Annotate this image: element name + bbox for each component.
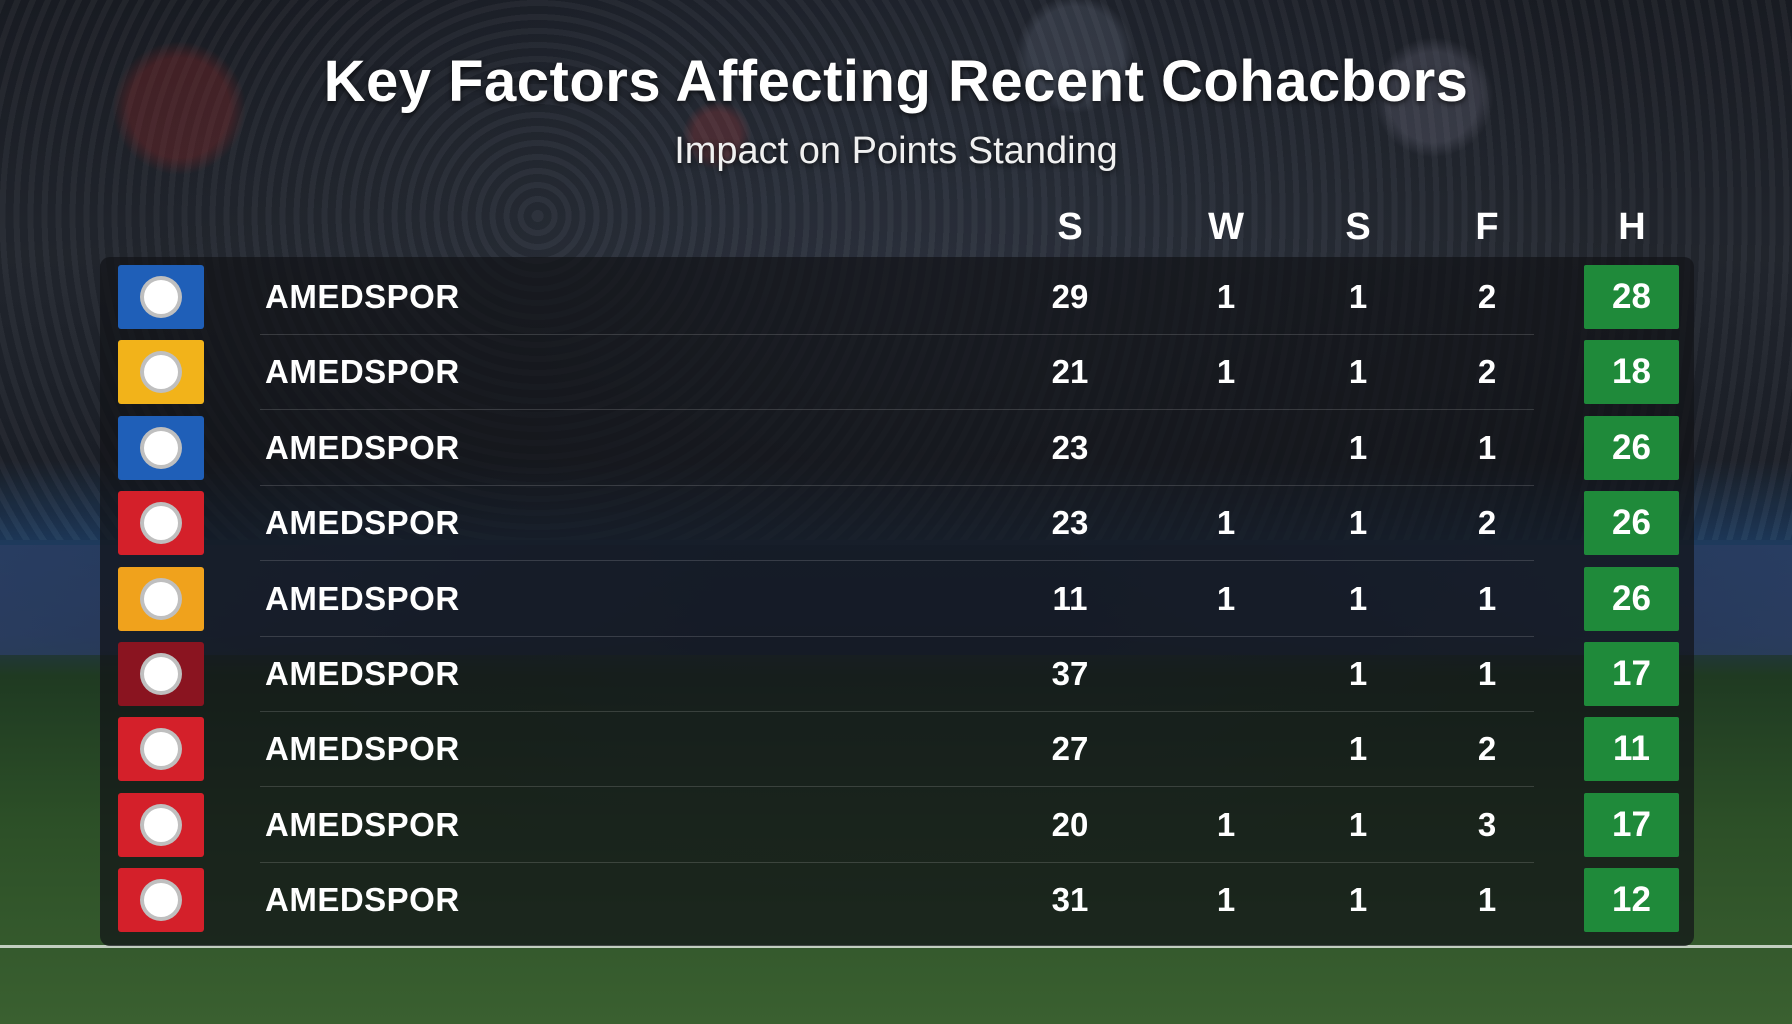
stat-value: 1: [1216, 579, 1236, 617]
table-row: AMEDSPOR 37 1 1 17: [100, 637, 1694, 712]
row-separator: [260, 711, 1534, 712]
stat-value: 27: [1051, 730, 1089, 768]
stat-value: 2: [1477, 278, 1497, 315]
stat-value: 2: [1477, 353, 1497, 391]
stat-value: 1: [1348, 278, 1368, 315]
stat-value: 1: [1348, 655, 1368, 692]
team-logo: [118, 717, 204, 782]
table-row: AMEDSPOR 31 1 1 1 12: [100, 863, 1694, 938]
stat-value: 1: [1477, 655, 1497, 692]
table-row: AMEDSPOR 21 1 1 2 18: [100, 335, 1694, 411]
stat-value: 11: [1052, 579, 1088, 617]
table-row: AMEDSPOR 23 1 1 2 26: [100, 486, 1694, 562]
stat-value: 1: [1216, 504, 1236, 542]
h-value: 17: [1584, 642, 1679, 706]
team-name: AMEDSPOR: [265, 655, 460, 692]
row-separator: [260, 334, 1534, 335]
team-name: AMEDSPOR: [265, 579, 460, 617]
team-logo: [118, 868, 204, 933]
row-separator: [260, 560, 1534, 562]
stat-value: 1: [1477, 428, 1497, 466]
stat-value: 1: [1348, 805, 1368, 843]
logo-emblem: [140, 502, 182, 545]
pitch-line: [0, 945, 1792, 948]
h-value: 18: [1584, 340, 1679, 405]
standings-panel: [100, 257, 1694, 946]
logo-emblem: [140, 577, 182, 620]
logo-emblem: [140, 879, 182, 922]
table-row: AMEDSPOR 11 1 1 1 26: [100, 562, 1694, 637]
h-value: 28: [1584, 265, 1679, 329]
logo-emblem: [140, 653, 182, 695]
stat-value: 2: [1477, 504, 1497, 542]
table-row: AMEDSPOR 29 1 1 2 28: [100, 260, 1694, 335]
logo-emblem: [140, 728, 182, 771]
stat-value: 29: [1051, 278, 1089, 315]
stat-value: 1: [1348, 881, 1368, 919]
team-logo: [118, 792, 204, 857]
stat-value: 23: [1051, 428, 1089, 466]
table-row: AMEDSPOR 20 1 1 3 17: [100, 788, 1694, 863]
team-name: AMEDSPOR: [265, 428, 460, 466]
stat-value: 31: [1051, 881, 1089, 919]
stat-value: 20: [1051, 805, 1089, 843]
row-separator: [260, 484, 1534, 486]
h-value: 26: [1584, 566, 1679, 631]
team-name: AMEDSPOR: [265, 278, 460, 315]
logo-emblem: [140, 426, 182, 469]
team-logo: [118, 265, 204, 329]
row-separator: [260, 409, 1534, 411]
stat-value: 1: [1216, 278, 1236, 315]
team-name: AMEDSPOR: [265, 504, 460, 542]
team-name: AMEDSPOR: [265, 730, 460, 768]
logo-emblem: [140, 803, 182, 846]
row-separator: [260, 635, 1534, 637]
stat-value: 37: [1051, 655, 1089, 692]
subtitle: Impact on Points Standing: [674, 130, 1118, 172]
column-header: S: [1345, 206, 1371, 248]
team-logo: [118, 340, 204, 405]
team-name: AMEDSPOR: [265, 805, 460, 843]
stat-value: 1: [1348, 579, 1368, 617]
stat-value: 1: [1477, 881, 1497, 919]
stat-value: 2: [1477, 730, 1497, 768]
stat-value: 1: [1477, 579, 1497, 617]
stat-value: 1: [1348, 353, 1368, 391]
column-header: W: [1208, 206, 1244, 248]
table-row: AMEDSPOR 23 1 1 26: [100, 411, 1694, 486]
row-separator: [260, 861, 1534, 863]
logo-emblem: [140, 351, 182, 394]
stat-value: 21: [1051, 353, 1089, 391]
row-separator: [260, 786, 1534, 788]
column-header: F: [1475, 206, 1499, 248]
title: Key Factors Affecting Recent Cohacbors: [323, 49, 1469, 114]
stat-value: 1: [1348, 504, 1368, 542]
stat-value: 1: [1348, 428, 1368, 466]
h-value: 12: [1584, 868, 1679, 933]
team-name: AMEDSPOR: [265, 881, 460, 919]
column-header: S: [1057, 206, 1083, 248]
team-logo: [118, 566, 204, 631]
stat-value: 1: [1216, 881, 1236, 919]
h-value: 17: [1584, 792, 1679, 857]
table-row: AMEDSPOR 27 1 2 11: [100, 712, 1694, 788]
h-value: 11: [1584, 717, 1679, 782]
h-value: 26: [1584, 415, 1679, 480]
stat-value: 1: [1348, 730, 1368, 768]
stat-value: 3: [1477, 805, 1497, 843]
h-value: 26: [1584, 491, 1679, 556]
team-logo: [118, 642, 204, 706]
team-logo: [118, 491, 204, 556]
team-logo: [118, 415, 204, 480]
stat-value: 1: [1216, 353, 1236, 391]
stat-value: 23: [1051, 504, 1089, 542]
column-header: H: [1618, 206, 1646, 248]
stat-value: 1: [1216, 805, 1236, 843]
team-name: AMEDSPOR: [265, 353, 460, 391]
logo-emblem: [140, 276, 182, 318]
